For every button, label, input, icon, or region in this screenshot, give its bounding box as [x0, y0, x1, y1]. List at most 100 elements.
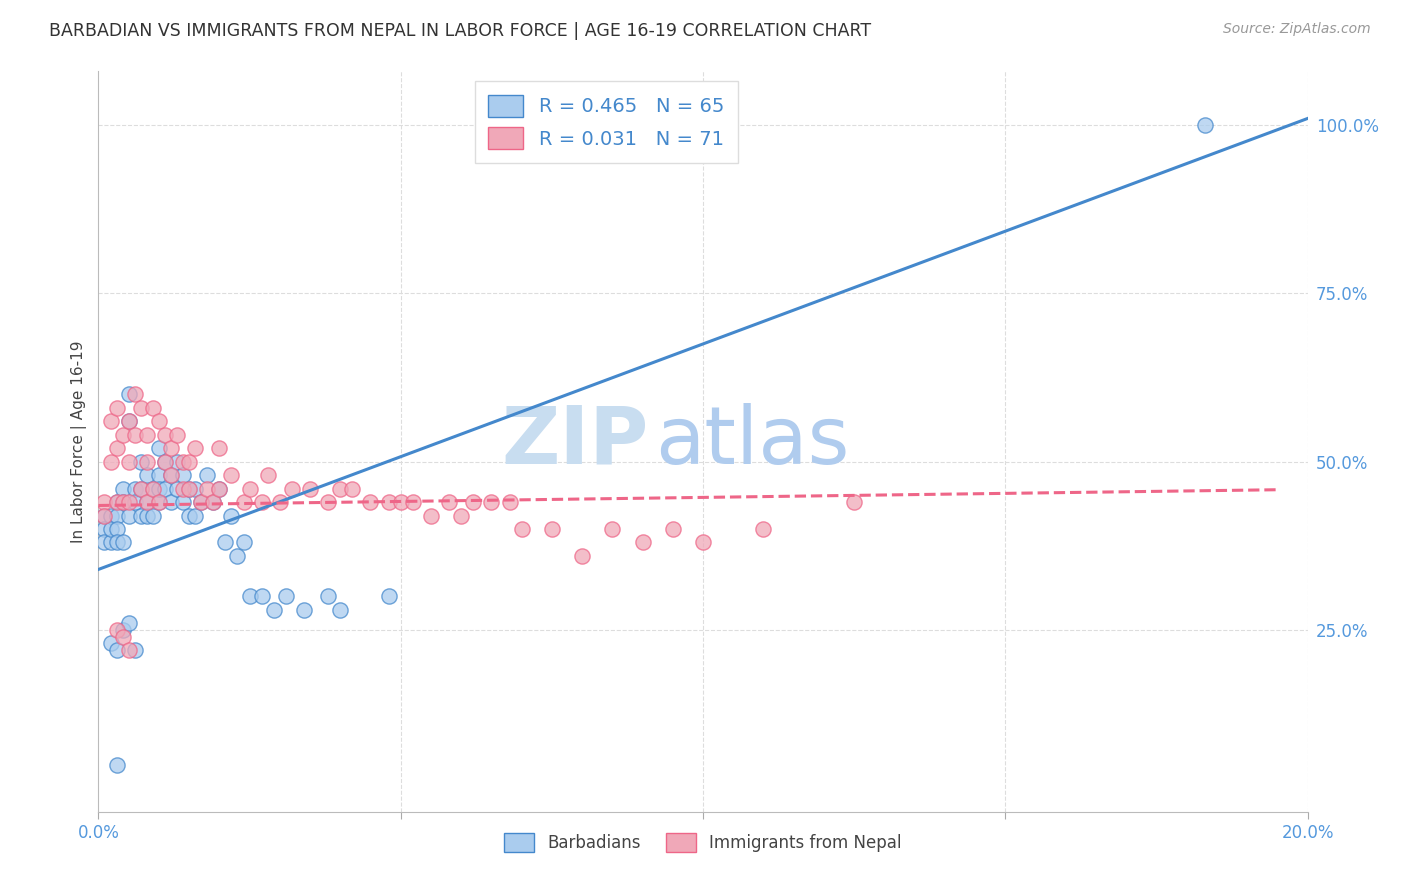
Point: [160, 468, 183, 483]
Point: [111, 482, 134, 496]
Point: [142, 401, 165, 415]
Point: [256, 468, 278, 483]
Point: [148, 482, 170, 496]
Point: [148, 414, 170, 428]
Point: [129, 401, 152, 415]
Point: [179, 508, 201, 523]
Point: [135, 468, 157, 483]
Point: [160, 495, 183, 509]
Point: [105, 535, 128, 549]
Point: [202, 495, 225, 509]
Point: [118, 414, 141, 428]
Point: [450, 508, 472, 523]
Point: [463, 495, 485, 509]
Point: [129, 482, 152, 496]
Point: [148, 495, 170, 509]
Point: [153, 482, 176, 496]
Point: [105, 508, 128, 523]
Point: [105, 401, 128, 415]
Point: [129, 482, 152, 496]
Point: [250, 495, 273, 509]
Point: [105, 442, 128, 456]
Point: [118, 495, 141, 509]
Point: [195, 482, 218, 496]
Point: [100, 455, 122, 469]
Point: [239, 482, 262, 496]
Point: [105, 522, 128, 536]
Point: [221, 468, 243, 483]
Point: [100, 508, 122, 523]
Point: [190, 495, 212, 509]
Text: atlas: atlas: [655, 402, 849, 481]
Point: [135, 455, 157, 469]
Point: [93, 535, 115, 549]
Point: [1194, 118, 1216, 132]
Point: [129, 508, 152, 523]
Point: [316, 590, 339, 604]
Point: [208, 482, 231, 496]
Point: [166, 455, 188, 469]
Point: [111, 495, 134, 509]
Point: [118, 616, 141, 631]
Point: [232, 495, 254, 509]
Point: [142, 482, 165, 496]
Point: [389, 495, 412, 509]
Point: [135, 508, 157, 523]
Point: [250, 590, 273, 604]
Point: [93, 508, 115, 523]
Point: [661, 522, 683, 536]
Point: [124, 427, 146, 442]
Point: [118, 414, 141, 428]
Point: [299, 482, 322, 496]
Point: [129, 455, 152, 469]
Legend: Barbadians, Immigrants from Nepal: Barbadians, Immigrants from Nepal: [498, 826, 908, 859]
Point: [153, 455, 176, 469]
Point: [111, 495, 134, 509]
Point: [166, 427, 188, 442]
Point: [118, 387, 141, 401]
Point: [124, 495, 146, 509]
Point: [124, 643, 146, 657]
Point: [481, 495, 503, 509]
Point: [153, 427, 176, 442]
Y-axis label: In Labor Force | Age 16-19: In Labor Force | Age 16-19: [72, 340, 87, 543]
Point: [100, 535, 122, 549]
Point: [195, 468, 218, 483]
Point: [602, 522, 624, 536]
Point: [402, 495, 425, 509]
Point: [118, 643, 141, 657]
Point: [184, 508, 207, 523]
Point: [118, 455, 141, 469]
Point: [166, 482, 188, 496]
Point: [281, 482, 304, 496]
Point: [100, 414, 122, 428]
Point: [179, 482, 201, 496]
Point: [124, 387, 146, 401]
Text: ZIP: ZIP: [502, 402, 648, 481]
Point: [214, 535, 236, 549]
Point: [105, 757, 128, 772]
Point: [316, 495, 339, 509]
Point: [329, 603, 352, 617]
Point: [105, 623, 128, 637]
Point: [190, 495, 212, 509]
Point: [153, 455, 176, 469]
Point: [100, 636, 122, 650]
Point: [179, 482, 201, 496]
Point: [172, 455, 194, 469]
Point: [631, 535, 654, 549]
Point: [148, 442, 170, 456]
Point: [105, 643, 128, 657]
Point: [571, 549, 593, 563]
Point: [498, 495, 520, 509]
Point: [172, 495, 194, 509]
Point: [510, 522, 533, 536]
Point: [100, 522, 122, 536]
Point: [160, 442, 183, 456]
Text: Source: ZipAtlas.com: Source: ZipAtlas.com: [1223, 22, 1371, 37]
Point: [263, 603, 285, 617]
Point: [377, 590, 399, 604]
Point: [124, 482, 146, 496]
Point: [148, 468, 170, 483]
Point: [342, 482, 364, 496]
